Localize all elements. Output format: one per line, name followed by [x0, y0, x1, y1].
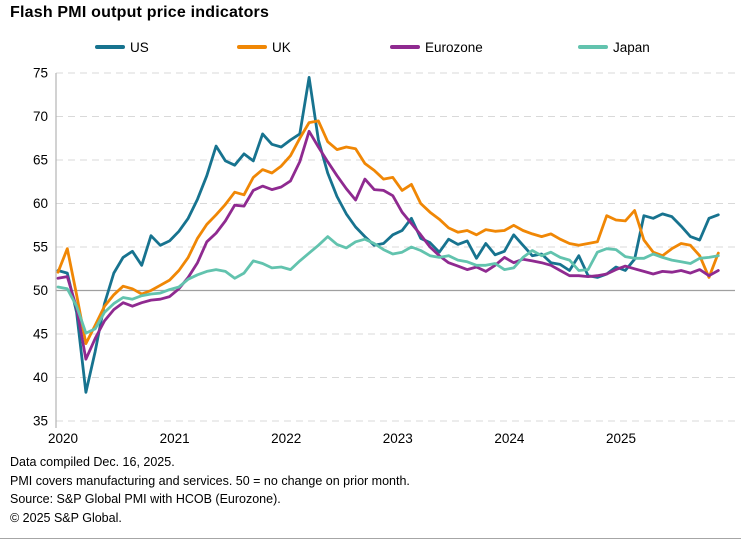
svg-text:2021: 2021	[160, 431, 190, 446]
svg-text:2023: 2023	[383, 431, 413, 446]
legend-label-uk: UK	[272, 39, 291, 55]
legend-label-japan: Japan	[613, 39, 650, 55]
svg-text:65: 65	[33, 153, 48, 168]
footnote-copyright: © 2025 S&P Global.	[10, 510, 122, 525]
legend-label-eurozone: Eurozone	[425, 39, 483, 55]
svg-text:70: 70	[33, 109, 48, 124]
footnote-compiled: Data compiled Dec. 16, 2025.	[10, 455, 175, 469]
chart-footnotes: Data compiled Dec. 16, 2025. PMI covers …	[10, 455, 730, 529]
svg-text:2022: 2022	[271, 431, 301, 446]
svg-text:2025: 2025	[606, 431, 636, 446]
bottom-divider	[0, 538, 741, 539]
svg-text:55: 55	[33, 240, 48, 255]
page-title: Flash PMI output price indicators	[10, 4, 270, 21]
chart-legend: US UK Eurozone Japan	[0, 38, 741, 56]
footnote-definition: PMI covers manufacturing and services. 5…	[10, 473, 410, 488]
svg-text:50: 50	[33, 283, 48, 298]
legend-item-eurozone: Eurozone	[390, 38, 483, 56]
legend-item-us: US	[95, 38, 149, 56]
svg-text:75: 75	[33, 66, 48, 81]
footnote-source: Source: S&P Global PMI with HCOB (Eurozo…	[10, 492, 281, 506]
svg-text:2024: 2024	[494, 431, 525, 446]
uk-line-swatch-icon	[237, 45, 267, 49]
svg-text:45: 45	[33, 327, 48, 342]
eurozone-line-swatch-icon	[390, 45, 420, 49]
svg-text:60: 60	[33, 196, 48, 211]
japan-line-swatch-icon	[578, 45, 608, 49]
legend-label-us: US	[130, 39, 149, 55]
chart-area: 75 70 65 60 55 50 45 40 35 2020 2021 2022 2023 2024 20…	[0, 58, 741, 450]
us-line-swatch-icon	[95, 45, 125, 49]
svg-text:40: 40	[33, 370, 48, 385]
legend-item-uk: UK	[237, 38, 291, 56]
legend-item-japan: Japan	[578, 38, 650, 56]
svg-text:35: 35	[33, 414, 48, 429]
svg-text:2020: 2020	[48, 431, 78, 446]
